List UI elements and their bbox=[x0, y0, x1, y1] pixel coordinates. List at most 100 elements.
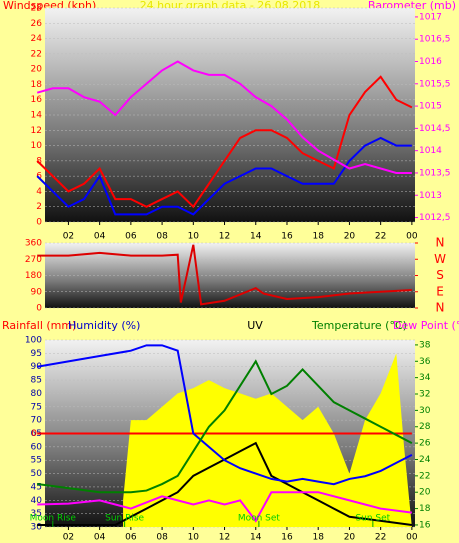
event-label: Moon Set bbox=[238, 514, 281, 524]
y-tick-label: 50 bbox=[31, 469, 43, 479]
line bbox=[36, 60, 412, 174]
y2-tick-label: 1013,5 bbox=[419, 168, 451, 178]
x-tick-label: 22 bbox=[375, 533, 386, 543]
y-tick-label: 8 bbox=[36, 156, 42, 166]
y2-tick-label: 1014 bbox=[419, 146, 442, 156]
x-tick-label: 20 bbox=[344, 533, 356, 543]
y-tick-label: 22 bbox=[31, 49, 42, 59]
x-tick-label: 18 bbox=[312, 232, 324, 242]
y-tick-label: 30 bbox=[31, 523, 43, 533]
y-tick-label: 360 bbox=[25, 239, 42, 249]
x-tick-label: 06 bbox=[125, 232, 137, 242]
y-tick-label: 55 bbox=[31, 456, 42, 466]
y2-tick-label: 1015 bbox=[419, 102, 442, 112]
y2-tick-label: 36 bbox=[419, 357, 431, 367]
y-tick-label: 80 bbox=[31, 389, 43, 399]
event-label: Sun Set bbox=[355, 514, 390, 524]
x-tick-label: 04 bbox=[94, 232, 106, 242]
y-tick-label: 65 bbox=[31, 429, 42, 439]
line bbox=[37, 344, 413, 486]
x-tick-label: 10 bbox=[188, 232, 200, 242]
y-tick-label: 75 bbox=[31, 402, 42, 412]
area bbox=[123, 353, 412, 527]
x-tick-label: 10 bbox=[188, 533, 200, 543]
y-tick-label: 26 bbox=[31, 19, 43, 29]
y-tick-label: 45 bbox=[31, 482, 42, 492]
temp-label: Temperature (°C) bbox=[311, 319, 407, 332]
y-tick-label: 60 bbox=[31, 442, 43, 452]
y2-tick-label: W bbox=[434, 252, 446, 266]
y2-tick-label: 22 bbox=[419, 471, 430, 481]
line bbox=[37, 441, 413, 526]
y2-tick-label: 1015,5 bbox=[419, 79, 451, 89]
x-tick-label: 02 bbox=[63, 533, 74, 543]
y2-tick-label: 28 bbox=[419, 422, 431, 432]
line bbox=[36, 75, 413, 209]
rain-tick-label: 0 bbox=[31, 429, 37, 439]
x-tick-label: 12 bbox=[219, 232, 230, 242]
event-label: Moon Rise bbox=[30, 514, 77, 524]
line bbox=[37, 491, 413, 523]
y2-tick-label: 1014,5 bbox=[419, 124, 451, 134]
x-tick-label: 14 bbox=[250, 533, 262, 543]
y2-tick-label: S bbox=[436, 268, 444, 282]
x-tick-label: 00 bbox=[406, 533, 418, 543]
y-tick-label: 4 bbox=[36, 187, 42, 197]
y2-tick-label: 18 bbox=[419, 504, 431, 514]
x-tick-label: 02 bbox=[63, 232, 74, 242]
y-tick-label: 2 bbox=[36, 202, 42, 212]
y-tick-label: 0 bbox=[36, 218, 42, 228]
y-tick-label: 100 bbox=[25, 336, 42, 346]
x-tick-label: 12 bbox=[219, 533, 230, 543]
x-tick-label: 16 bbox=[281, 232, 293, 242]
y-tick-label: 16 bbox=[31, 95, 43, 105]
y-tick-label: 35 bbox=[31, 509, 42, 519]
y2-tick-label: 38 bbox=[419, 340, 431, 350]
y-tick-label: 0 bbox=[36, 304, 42, 314]
dew-label: Dew Point (°C) bbox=[393, 319, 459, 332]
y-tick-label: 28 bbox=[31, 4, 43, 14]
y-tick-label: 95 bbox=[31, 349, 42, 359]
x-tick-label: 04 bbox=[94, 533, 106, 543]
y2-tick-label: 16 bbox=[419, 520, 431, 530]
y2-tick-label: 20 bbox=[419, 488, 431, 498]
y-tick-label: 6 bbox=[36, 172, 42, 182]
y2-tick-label: 34 bbox=[419, 373, 431, 383]
uv-label: UV bbox=[247, 319, 263, 332]
x-tick-label: 06 bbox=[125, 533, 137, 543]
y-tick-label: 10 bbox=[31, 141, 43, 151]
y-tick-label: 70 bbox=[31, 416, 43, 426]
y2-tick-label: 1013 bbox=[419, 191, 442, 201]
y2-tick-label: 1016 bbox=[419, 57, 442, 67]
line bbox=[36, 136, 412, 216]
y2-tick-label: 30 bbox=[419, 406, 431, 416]
x-tick-label: 08 bbox=[156, 533, 168, 543]
y-tick-label: 40 bbox=[31, 496, 43, 506]
y2-tick-label: N bbox=[436, 301, 445, 315]
x-tick-label: 08 bbox=[156, 232, 168, 242]
y-tick-label: 90 bbox=[31, 287, 43, 297]
y2-tick-label: 1017 bbox=[419, 12, 442, 22]
x-tick-label: 20 bbox=[344, 232, 356, 242]
y-tick-label: 12 bbox=[31, 126, 42, 136]
x-tick-label: 22 bbox=[375, 232, 386, 242]
x-tick-label: 14 bbox=[250, 232, 262, 242]
y2-tick-label: 32 bbox=[419, 390, 430, 400]
x-tick-label: 16 bbox=[281, 533, 293, 543]
y-tick-label: 20 bbox=[31, 65, 43, 75]
y2-tick-label: E bbox=[436, 284, 444, 298]
line bbox=[37, 359, 413, 494]
event-label: Sun Rise bbox=[105, 514, 144, 524]
y-tick-label: 18 bbox=[31, 80, 43, 90]
y2-tick-label: N bbox=[436, 236, 445, 250]
y-tick-label: 24 bbox=[31, 34, 43, 44]
y-tick-label: 14 bbox=[31, 111, 43, 121]
y2-tick-label: 1016,5 bbox=[419, 35, 451, 45]
y-tick-label: 180 bbox=[25, 271, 42, 281]
y-tick-label: 270 bbox=[25, 255, 42, 265]
line bbox=[37, 244, 412, 306]
y2-tick-label: 26 bbox=[419, 439, 431, 449]
y-tick-label: 90 bbox=[31, 362, 43, 372]
y-tick-label: 85 bbox=[31, 376, 42, 386]
